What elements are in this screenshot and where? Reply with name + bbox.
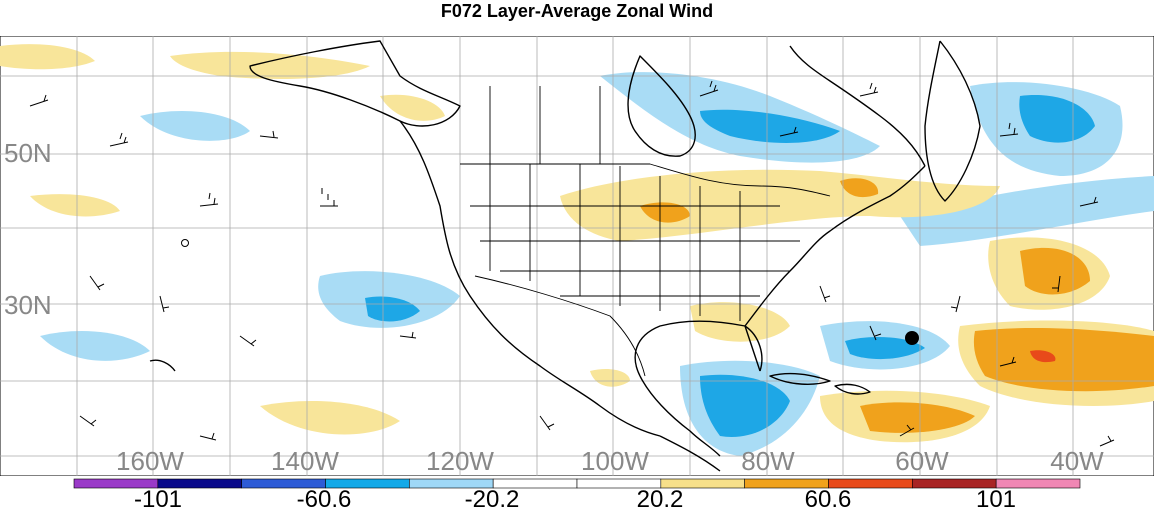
shade-blue-hawaii — [40, 331, 150, 361]
coast-greenland — [924, 40, 981, 202]
map-panel — [0, 36, 1154, 476]
coast-east — [744, 165, 926, 327]
shade-blue-atlantic-band — [900, 176, 1154, 246]
colorbar-tick-neg101: -101 — [133, 486, 183, 513]
plot-title: F072 Layer-Average Zonal Wind — [440, 1, 714, 21]
lat-lon-grid — [0, 36, 1154, 476]
shade-yellow-great-lakes — [560, 169, 1000, 241]
coast-hudson-bay — [627, 55, 696, 157]
marker-hollow-circle — [181, 239, 189, 247]
shade-red-subtropical-east — [1030, 350, 1056, 363]
marker-filled-dot — [905, 331, 919, 345]
coastlines — [149, 40, 981, 472]
shade-yellow-gulf-of-alaska — [380, 94, 445, 121]
colorbar-boxes — [73, 478, 1081, 489]
shade-blue-east-atlantic-core — [1019, 95, 1095, 143]
lon-label-100w: 100W — [581, 446, 649, 476]
lon-label-160w: 160W — [116, 446, 184, 476]
colorbar-tick-neg60: -60.6 — [296, 486, 352, 513]
shade-orange-new-england — [840, 178, 879, 198]
coast-hawaii — [149, 359, 176, 372]
colorbar-box — [995, 478, 1081, 489]
coast-north-america-west — [399, 120, 661, 437]
coast-labrador — [789, 45, 926, 167]
shade-yellow-pacific-north — [170, 51, 370, 79]
colorbar — [73, 478, 1081, 489]
shade-yellow-pacific-south — [260, 401, 400, 435]
lat-label-50n: 50N — [4, 138, 52, 168]
shade-orange-great-lakes — [640, 202, 690, 223]
shade-yellow-west-pacific — [0, 44, 95, 70]
shade-blue-north-atlantic-core — [700, 109, 840, 143]
colorbar-tick-pos60: 60.6 — [804, 486, 852, 513]
lon-label-60w: 60W — [895, 446, 949, 476]
colorbar-tick-pos20: 20.2 — [636, 486, 684, 513]
shade-blue-subtropical-atlantic-core — [845, 336, 925, 360]
coast-gulf-of-mexico — [634, 320, 763, 377]
wind-barbs — [29, 80, 1115, 447]
lon-label-40w: 40W — [1050, 446, 1104, 476]
coast-central-america — [639, 375, 721, 472]
lon-label-120w: 120W — [426, 446, 494, 476]
shade-blue-caribbean-core — [700, 374, 790, 437]
lon-label-80w: 80W — [741, 446, 795, 476]
shade-yellow-mexico — [590, 369, 630, 387]
colorbar-tick-pos101: 101 — [975, 486, 1017, 513]
shade-orange-subtropical-east — [973, 328, 1154, 392]
shade-blue-pacific-central-core — [365, 296, 420, 322]
political-boundaries — [460, 86, 831, 377]
coast-hispaniola — [834, 383, 871, 395]
shade-orange-east-atlantic — [1020, 247, 1090, 295]
shade-yellow-pacific-mid — [30, 194, 120, 217]
shade-blue-pacific-north — [140, 111, 250, 141]
shaded-wind-regions — [0, 44, 1154, 456]
colorbar-tick-neg20: -20.2 — [464, 486, 520, 513]
shade-yellow-gulf-coast — [690, 302, 790, 342]
coast-cuba — [769, 372, 831, 385]
lat-label-30n: 30N — [4, 290, 52, 320]
shade-orange-tropical-atlantic — [860, 402, 975, 433]
coast-alaska — [249, 40, 461, 127]
lon-label-140w: 140W — [271, 446, 339, 476]
coast-florida — [744, 325, 761, 372]
